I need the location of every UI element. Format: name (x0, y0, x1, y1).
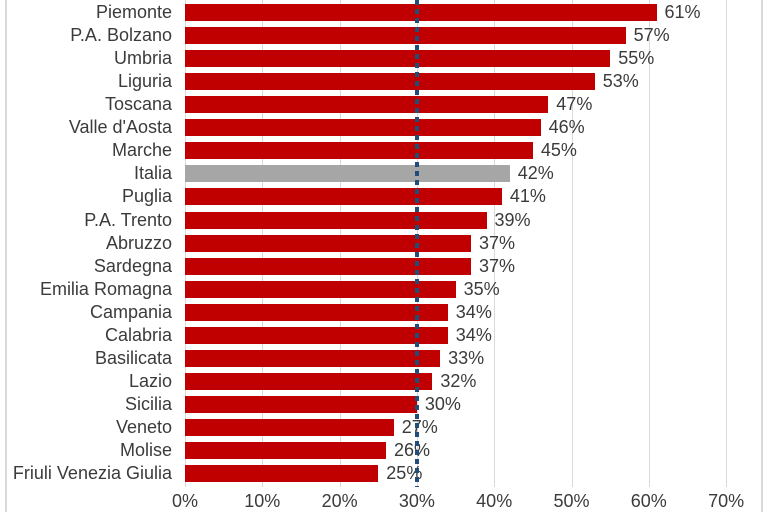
value-label: 27% (401, 416, 438, 437)
category-label: Marche (111, 140, 172, 161)
bar (185, 27, 626, 45)
category-label: Abruzzo (105, 232, 172, 253)
bar-highlight (185, 165, 510, 183)
value-label: 39% (494, 209, 531, 230)
category-label: Italia (133, 163, 172, 184)
value-label: 46% (548, 117, 585, 138)
value-label: 30% (424, 393, 461, 414)
gridline-40% (494, 0, 496, 487)
value-label: 41% (509, 186, 546, 207)
category-label: Toscana (104, 94, 172, 115)
value-label: 47% (556, 94, 593, 115)
category-label: Molise (119, 439, 172, 460)
value-label: 61% (664, 2, 701, 22)
x-tick-label: 20% (321, 491, 358, 511)
x-tick-label: 0% (171, 491, 199, 511)
category-label: Campania (89, 301, 172, 322)
bar (185, 119, 541, 137)
category-label: Friuli Venezia Giulia (12, 463, 172, 483)
value-label: 26% (394, 439, 431, 460)
value-label: 32% (440, 370, 477, 391)
bar (185, 142, 533, 160)
bar (185, 303, 448, 321)
bar (185, 280, 456, 298)
value-label: 42% (517, 163, 554, 184)
chart-left-border (5, 0, 7, 512)
category-label: Sicilia (124, 393, 172, 414)
value-label: 45% (540, 140, 577, 161)
chart-right-border (761, 0, 763, 512)
bar (185, 50, 611, 68)
category-label: Puglia (121, 186, 172, 207)
category-label: P.A. Trento (84, 209, 172, 230)
category-label: Umbria (113, 48, 172, 69)
value-label: 57% (633, 25, 670, 46)
category-label: Piemonte (95, 2, 172, 22)
bar (185, 326, 448, 344)
category-label: Veneto (115, 416, 172, 437)
value-label: 55% (618, 48, 655, 69)
x-tick-label: 40% (476, 491, 513, 511)
x-tick-label: 60% (630, 491, 667, 511)
bar (185, 418, 394, 436)
bar (185, 4, 657, 21)
category-label: Liguria (117, 71, 172, 92)
category-label: Calabria (104, 324, 172, 345)
bar (185, 96, 549, 114)
gridline-60% (648, 0, 650, 487)
bar (185, 349, 441, 367)
category-label: P.A. Bolzano (70, 25, 172, 46)
bar (185, 234, 471, 252)
reference-line (414, 0, 419, 487)
bar (185, 465, 379, 482)
bar (185, 188, 502, 206)
bar (185, 372, 433, 390)
value-label: 37% (479, 232, 516, 253)
x-tick-label: 70% (708, 491, 745, 511)
gridline-50% (571, 0, 573, 487)
gridline-70% (726, 0, 728, 487)
value-label: 34% (455, 301, 492, 322)
value-label: 53% (602, 71, 639, 92)
bar (185, 395, 417, 413)
value-label: 35% (463, 278, 500, 299)
bar (185, 211, 487, 229)
x-tick-label: 50% (553, 491, 590, 511)
category-label: Sardegna (93, 255, 172, 276)
bar (185, 441, 386, 459)
value-label: 25% (386, 463, 423, 483)
x-tick-label: 10% (244, 491, 281, 511)
category-label: Basilicata (94, 347, 172, 368)
value-label: 37% (479, 255, 516, 276)
category-label: Emilia Romagna (39, 278, 172, 299)
category-label: Valle d'Aosta (68, 117, 172, 138)
bar (185, 73, 595, 91)
value-label: 33% (448, 347, 485, 368)
bar (185, 257, 471, 275)
value-label: 34% (455, 324, 492, 345)
category-label: Lazio (128, 370, 172, 391)
x-tick-label: 30% (398, 491, 435, 511)
